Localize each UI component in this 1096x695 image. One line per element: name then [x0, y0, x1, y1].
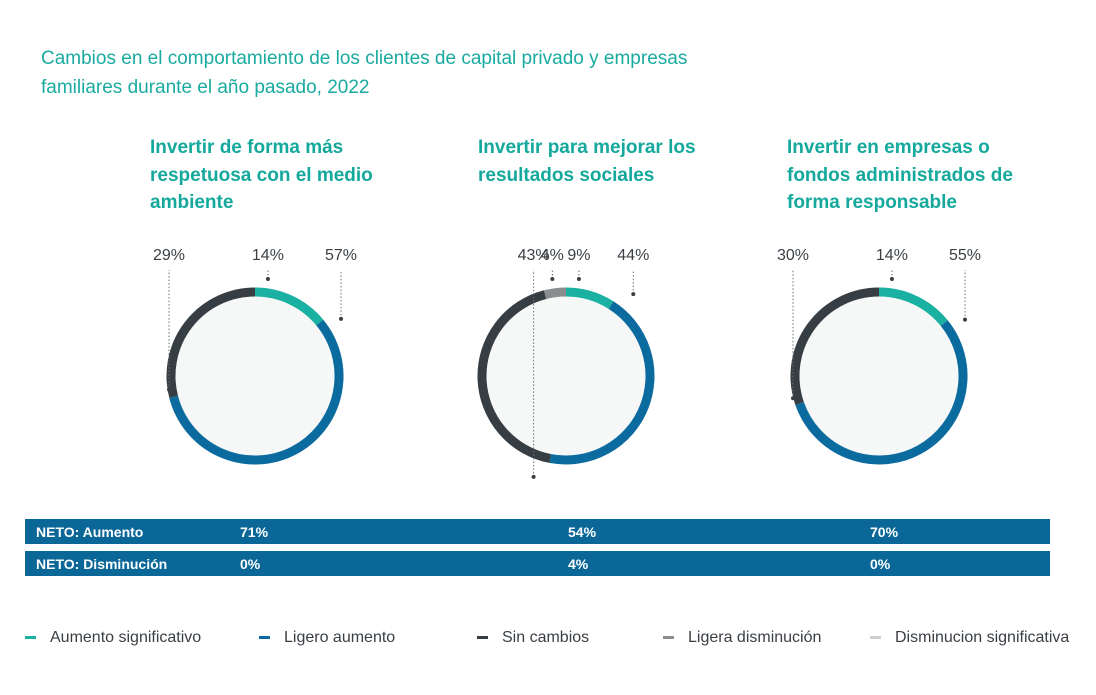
- net-increase-label: NETO: Aumento: [36, 524, 144, 540]
- donut-segment-aumento-significativo: [878, 287, 948, 326]
- data-label: 43%: [518, 247, 550, 264]
- data-label: 55%: [949, 247, 981, 264]
- data-label: 9%: [567, 247, 590, 264]
- legend-swatch: [477, 636, 488, 639]
- donut-title-responsible: Invertir en empresas o fondos administra…: [787, 137, 1013, 213]
- net-decrease-value-responsible: 0%: [870, 556, 891, 572]
- donut-center: [486, 296, 646, 456]
- legend-swatch: [663, 636, 674, 639]
- leader-dot: [889, 277, 894, 281]
- donut-segment-ligera-disminucion: [543, 287, 567, 300]
- donut-segment-ligero-aumento: [549, 301, 655, 465]
- leader-dot: [576, 277, 581, 281]
- donut-center: [175, 296, 335, 456]
- net-decrease-row: NETO: Disminución 0% 4% 0%: [25, 551, 1050, 576]
- legend-label: Ligero aumento: [284, 629, 396, 646]
- leader-dot: [265, 277, 270, 281]
- leader-dot: [963, 317, 967, 322]
- donut-center: [799, 296, 959, 456]
- donut-segment-aumento-significativo: [565, 287, 614, 309]
- data-label: 44%: [617, 247, 649, 264]
- donut-segment-aumento-significativo: [254, 287, 324, 326]
- legend: Aumento significativo Ligero aumento Sin…: [0, 628, 1096, 648]
- leader-dot: [531, 474, 536, 479]
- donut-segment-sin-cambios: [166, 287, 256, 399]
- data-label: 14%: [876, 247, 908, 264]
- data-label: 30%: [777, 247, 809, 264]
- data-label: 14%: [252, 247, 284, 264]
- leader-dot: [339, 316, 343, 321]
- net-increase-value-environment: 71%: [240, 524, 269, 540]
- legend-swatch: [870, 636, 881, 639]
- net-increase-value-social: 54%: [568, 524, 597, 540]
- chart-title: Cambios en el comportamiento de los clie…: [41, 48, 688, 98]
- legend-swatch: [259, 636, 270, 639]
- donut-title-environment: Invertir de forma más respetuosa con el …: [150, 137, 373, 213]
- net-increase-value-responsible: 70%: [870, 524, 899, 540]
- donut-segment-sin-cambios: [477, 290, 552, 463]
- donut-segment-sin-cambios: [790, 287, 880, 405]
- donut-segment-ligero-aumento: [169, 319, 344, 465]
- leader-dot: [167, 387, 171, 392]
- legend-label: Ligera disminución: [688, 629, 822, 646]
- leader-dot: [791, 396, 795, 401]
- donut-chart-responsible: 14% 55% 30%: [777, 247, 981, 465]
- net-decrease-value-social: 4%: [568, 556, 589, 572]
- donut-segment-ligero-aumento: [795, 320, 968, 465]
- data-label: 4%: [541, 247, 564, 264]
- donut-chart-environment: 14% 57% 29%: [153, 247, 357, 465]
- donut-title-social: Invertir para mejorar los resultados soc…: [478, 137, 696, 186]
- donut-chart-social: 9% 44% 43%4%: [477, 247, 655, 479]
- net-decrease-label: NETO: Disminución: [36, 556, 168, 572]
- legend-swatch: [25, 636, 36, 639]
- legend-label: Aumento significativo: [50, 629, 202, 646]
- data-label: 29%: [153, 247, 185, 264]
- leader-dot: [550, 277, 555, 281]
- legend-label: Disminucion significativa: [895, 629, 1070, 646]
- data-label: 57%: [325, 247, 357, 264]
- leader-dot: [631, 292, 636, 297]
- net-decrease-value-environment: 0%: [240, 556, 261, 572]
- legend-label: Sin cambios: [502, 629, 590, 646]
- net-increase-row: NETO: Aumento 71% 54% 70%: [25, 519, 1050, 544]
